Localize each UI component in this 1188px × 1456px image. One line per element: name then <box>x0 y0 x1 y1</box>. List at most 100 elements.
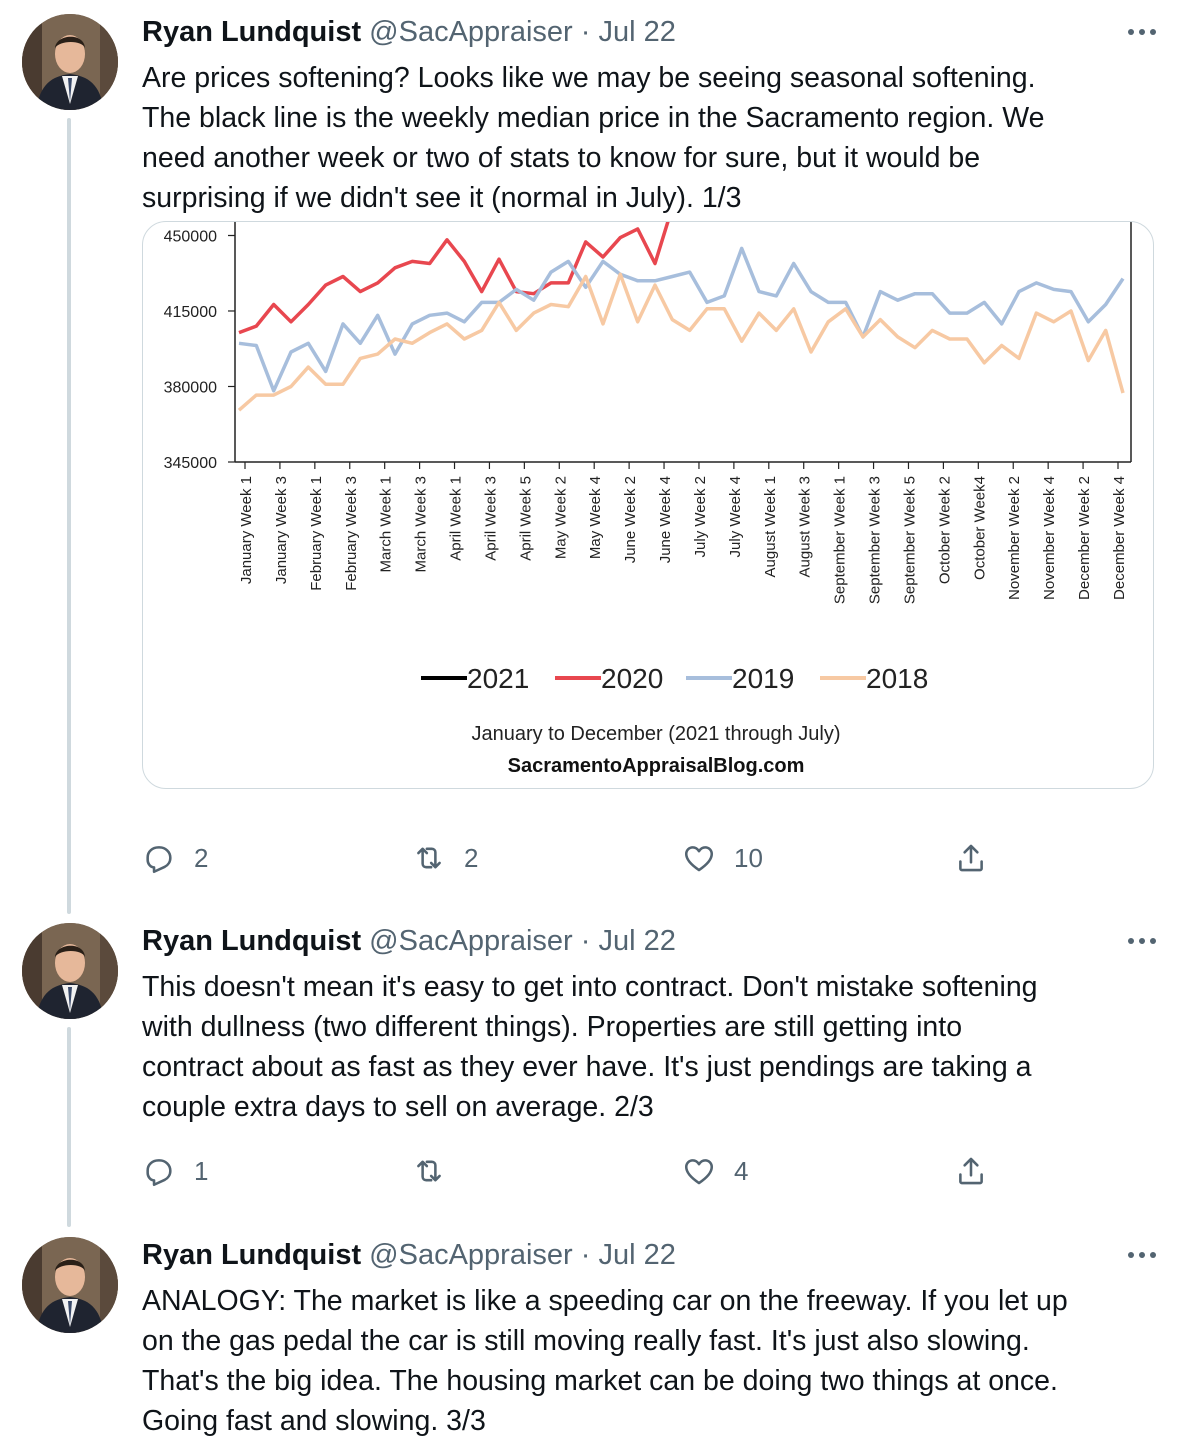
like-action[interactable]: 4 <box>682 1151 748 1191</box>
x-tick-label: July Week 4 <box>727 476 744 557</box>
author-handle[interactable]: @SacAppraiser <box>369 1239 573 1271</box>
heart-icon[interactable] <box>682 1154 716 1188</box>
retweet-action[interactable] <box>412 1151 464 1191</box>
x-tick-label: April Week 5 <box>517 476 534 561</box>
x-tick-label: May Week 4 <box>587 476 604 559</box>
tweet-text-line: need another week or two of stats to kno… <box>142 142 981 174</box>
reply-action[interactable]: 2 <box>142 838 208 878</box>
retweet-action[interactable]: 2 <box>412 838 478 878</box>
reply-count: 1 <box>194 1155 209 1186</box>
tweet-header: Ryan Lundquist @SacAppraiser · Jul 22 <box>142 14 676 50</box>
series-line-2018 <box>237 272 1125 412</box>
reply-icon[interactable] <box>142 841 176 875</box>
more-options-icon[interactable] <box>1122 931 1162 951</box>
tweet-text-line: The black line is the weekly median pric… <box>142 102 1045 134</box>
author-handle[interactable]: @SacAppraiser <box>369 925 573 957</box>
more-options-icon[interactable] <box>1122 22 1162 42</box>
series-line-2020 <box>238 222 670 335</box>
line-chart: 450000 415000 380000 345000 January Week 1 Ja… <box>164 222 1132 777</box>
x-tick-label: February Week 1 <box>308 476 325 591</box>
x-tick-label: June Week 4 <box>657 476 674 563</box>
share-action[interactable] <box>954 838 988 878</box>
reply-count: 2 <box>194 842 209 873</box>
like-action[interactable]: 10 <box>682 838 763 878</box>
tweet-text-line: Going fast and slowing. 3/3 <box>142 1405 486 1437</box>
tweet-text-line: with dullness (two different things). Pr… <box>142 1011 963 1043</box>
avatar[interactable] <box>22 14 118 110</box>
tweet-text-line: on the gas pedal the car is still moving… <box>142 1325 1030 1357</box>
legend-label: 2021 <box>467 663 529 694</box>
tweet-actions: 1 4 <box>142 1151 1012 1191</box>
tweet-1[interactable]: Ryan Lundquist @SacAppraiser · Jul 22 Ar… <box>0 14 1188 884</box>
chart-image[interactable]: 450000 415000 380000 345000 January Week 1 Ja… <box>142 221 1154 789</box>
tweet-date[interactable]: · Jul 22 <box>580 925 676 957</box>
tweet-text-line: This doesn't mean it's easy to get into … <box>142 971 1038 1003</box>
chart-caption: January to December (2021 through July) <box>471 723 840 745</box>
tweet-3[interactable]: Ryan Lundquist @SacAppraiser · Jul 22 AN… <box>0 1237 1188 1456</box>
like-count: 4 <box>734 1155 749 1186</box>
thread-line <box>67 1027 71 1227</box>
tweet-text-line: surprising if we didn't see it (normal i… <box>142 182 742 214</box>
reply-action[interactable]: 1 <box>142 1151 208 1191</box>
y-tick-label: 415000 <box>164 304 217 321</box>
like-count: 10 <box>734 842 763 873</box>
tweet-text: Are prices softening? Looks like we may … <box>142 58 1044 218</box>
x-tick-label: April Week 3 <box>482 476 499 561</box>
x-tick-label: June Week 2 <box>622 476 639 563</box>
retweet-count: 2 <box>464 842 479 873</box>
chart-source: SacramentoAppraisalBlog.com <box>508 755 805 777</box>
y-tick-label: 345000 <box>164 455 217 472</box>
x-tick-label: December Week 4 <box>1111 476 1128 600</box>
x-tick-label: October Week 2 <box>936 476 953 584</box>
tweet-text-line: ANALOGY: The market is like a speeding c… <box>142 1285 1068 1317</box>
series-line-2019 <box>238 246 1125 393</box>
author-name[interactable]: Ryan Lundquist <box>142 1239 362 1271</box>
share-icon[interactable] <box>954 1154 988 1188</box>
author-name[interactable]: Ryan Lundquist <box>142 16 362 48</box>
x-tick-label: August Week 1 <box>762 476 779 577</box>
legend-label: 2018 <box>866 663 928 694</box>
legend-label: 2019 <box>732 663 794 694</box>
x-tick-label: March Week 3 <box>413 476 430 572</box>
tweet-actions: 2 2 10 <box>142 838 1012 878</box>
avatar[interactable] <box>22 923 118 1019</box>
x-tick-label: March Week 1 <box>378 476 395 572</box>
retweet-icon[interactable] <box>412 841 446 875</box>
thread-line <box>67 118 71 914</box>
tweet-text: ANALOGY: The market is like a speeding c… <box>142 1281 1068 1441</box>
retweet-icon[interactable] <box>412 1154 446 1188</box>
x-tick-label: April Week 1 <box>448 476 465 561</box>
x-tick-label: January Week 3 <box>273 476 290 584</box>
x-tick-label: September Week 1 <box>832 476 849 604</box>
author-handle[interactable]: @SacAppraiser <box>369 16 573 48</box>
author-name[interactable]: Ryan Lundquist <box>142 925 362 957</box>
tweet-text-line: contract about as fast as they ever have… <box>142 1051 1032 1083</box>
avatar[interactable] <box>22 1237 118 1333</box>
x-tick-label: August Week 3 <box>797 476 814 577</box>
legend-label: 2020 <box>601 663 663 694</box>
x-tick-label: January Week 1 <box>238 476 255 584</box>
tweet-header: Ryan Lundquist @SacAppraiser · Jul 22 <box>142 923 676 959</box>
x-tick-label: November Week 4 <box>1041 476 1058 600</box>
tweet-text-line: couple extra days to sell on average. 2/… <box>142 1091 654 1123</box>
more-options-icon[interactable] <box>1122 1245 1162 1265</box>
tweet-date[interactable]: · Jul 22 <box>580 16 676 48</box>
x-tick-label: October Week4 <box>971 476 988 580</box>
reply-icon[interactable] <box>142 1154 176 1188</box>
x-tick-label: September Week 5 <box>901 476 918 604</box>
x-tick-label: November Week 2 <box>1006 476 1023 600</box>
share-action[interactable] <box>954 1151 988 1191</box>
y-tick-label: 450000 <box>164 228 217 245</box>
y-tick-label: 380000 <box>164 379 217 396</box>
heart-icon[interactable] <box>682 841 716 875</box>
x-tick-label: July Week 2 <box>692 476 709 557</box>
tweet-text: This doesn't mean it's easy to get into … <box>142 967 1038 1127</box>
tweet-text-line: Are prices softening? Looks like we may … <box>142 62 1036 94</box>
tweet-2[interactable]: Ryan Lundquist @SacAppraiser · Jul 22 Th… <box>0 923 1188 1223</box>
tweet-date[interactable]: · Jul 22 <box>580 1239 676 1271</box>
share-icon[interactable] <box>954 841 988 875</box>
tweet-text-line: That's the big idea. The housing market … <box>142 1365 1058 1397</box>
x-tick-label: September Week 3 <box>867 476 884 604</box>
x-tick-label: May Week 2 <box>552 476 569 559</box>
x-tick-label: December Week 2 <box>1076 476 1093 600</box>
